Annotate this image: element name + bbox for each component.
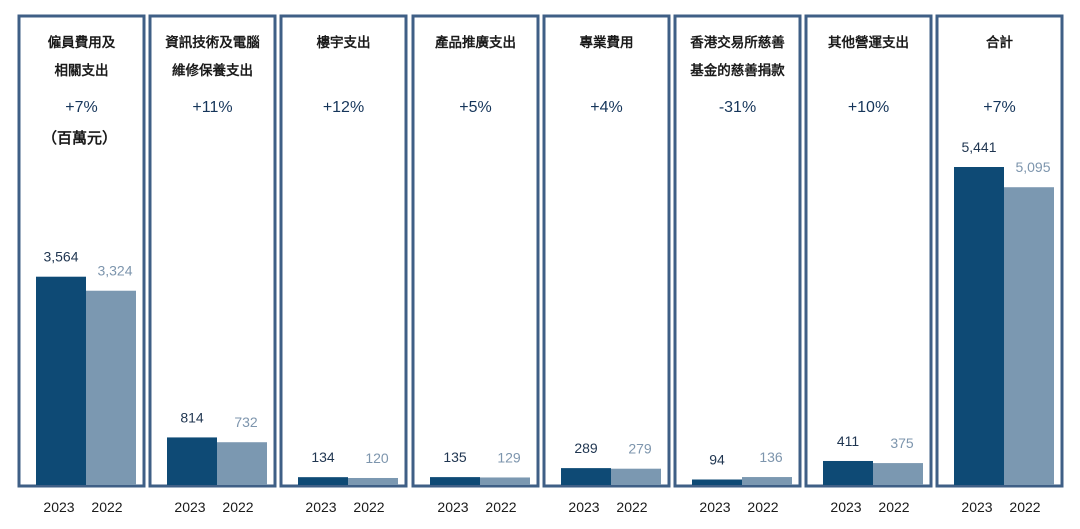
data-label-2023: 5,441 [961, 139, 996, 155]
panel-title: 相關支出 [55, 62, 109, 78]
data-label-2023: 3,564 [43, 249, 78, 265]
data-label-2022: 732 [234, 414, 258, 430]
year-label: 2022 [878, 499, 909, 515]
bar-2023 [167, 437, 217, 485]
year-label: 2023 [961, 499, 992, 515]
panel-frame [804, 14, 933, 488]
panel-frame [935, 14, 1064, 488]
bar-2022 [480, 477, 530, 485]
data-label-2023: 135 [443, 449, 467, 465]
year-label: 2022 [747, 499, 778, 515]
year-label: 2023 [830, 499, 861, 515]
data-label-2022: 279 [628, 441, 652, 457]
panel-title: 資訊技術及電腦 [165, 34, 260, 50]
bar-2022 [86, 290, 136, 485]
data-label-2022: 5,095 [1015, 159, 1050, 175]
bar-2023 [298, 477, 348, 485]
panel-title: 樓宇支出 [317, 34, 371, 50]
panel-frame [542, 14, 671, 488]
percent-change: +7% [65, 99, 97, 116]
bar-2023 [561, 468, 611, 485]
data-label-2022: 375 [890, 435, 914, 451]
year-label: 2023 [174, 499, 205, 515]
data-label-2023: 814 [180, 409, 204, 425]
year-label: 2022 [1009, 499, 1040, 515]
bar-2022 [742, 477, 792, 485]
percent-change: +10% [848, 99, 889, 116]
data-label-2022: 3,324 [97, 263, 132, 279]
panel-title: 香港交易所慈善 [689, 34, 785, 50]
panel-title: 其他營運支出 [828, 34, 909, 50]
data-label-2022: 129 [497, 449, 521, 465]
bar-2022 [611, 468, 661, 485]
panel-title: 僱員費用及 [48, 34, 116, 50]
bar-2022 [348, 477, 398, 485]
bar-2022 [873, 463, 923, 485]
year-label: 2023 [568, 499, 599, 515]
panel-frame [411, 14, 540, 488]
year-label: 2022 [353, 499, 384, 515]
data-label-2023: 289 [574, 440, 598, 456]
percent-change: +5% [459, 99, 491, 116]
year-label: 2022 [91, 499, 122, 515]
percent-change: +11% [192, 99, 232, 116]
panel-title: 專業費用 [580, 34, 634, 50]
year-label: 2023 [437, 499, 468, 515]
data-label-2023: 94 [709, 452, 725, 468]
panel-frame [17, 14, 146, 488]
panel-title: 基金的慈善捐款 [690, 62, 785, 78]
year-label: 2023 [699, 499, 730, 515]
percent-change: -31% [719, 99, 756, 116]
bar-2022 [1004, 187, 1054, 485]
panel-frame [673, 14, 802, 488]
panel-frame [279, 14, 408, 488]
panel-title: 產品推廣支出 [434, 34, 516, 50]
year-label: 2022 [485, 499, 516, 515]
bar-2023 [692, 479, 742, 485]
year-label: 2023 [43, 499, 74, 515]
panel-title: 合計 [986, 34, 1014, 50]
data-label-2022: 136 [759, 449, 783, 465]
bar-2023 [36, 276, 86, 485]
data-label-2023: 134 [311, 449, 335, 465]
percent-change: +7% [983, 99, 1015, 116]
year-label: 2023 [305, 499, 336, 515]
bar-2022 [217, 442, 267, 485]
percent-change: +12% [323, 99, 364, 116]
panel-frame [148, 14, 277, 488]
bar-2023 [430, 477, 480, 485]
bar-2023 [823, 460, 873, 485]
unit-label: （百萬元） [42, 129, 117, 147]
percent-change: +4% [590, 99, 622, 116]
panel-title: 維修保養支出 [172, 62, 253, 78]
bar-2023 [954, 167, 1004, 485]
year-label: 2022 [616, 499, 647, 515]
year-label: 2022 [222, 499, 253, 515]
data-label-2022: 120 [365, 450, 389, 466]
data-label-2023: 411 [837, 433, 860, 449]
